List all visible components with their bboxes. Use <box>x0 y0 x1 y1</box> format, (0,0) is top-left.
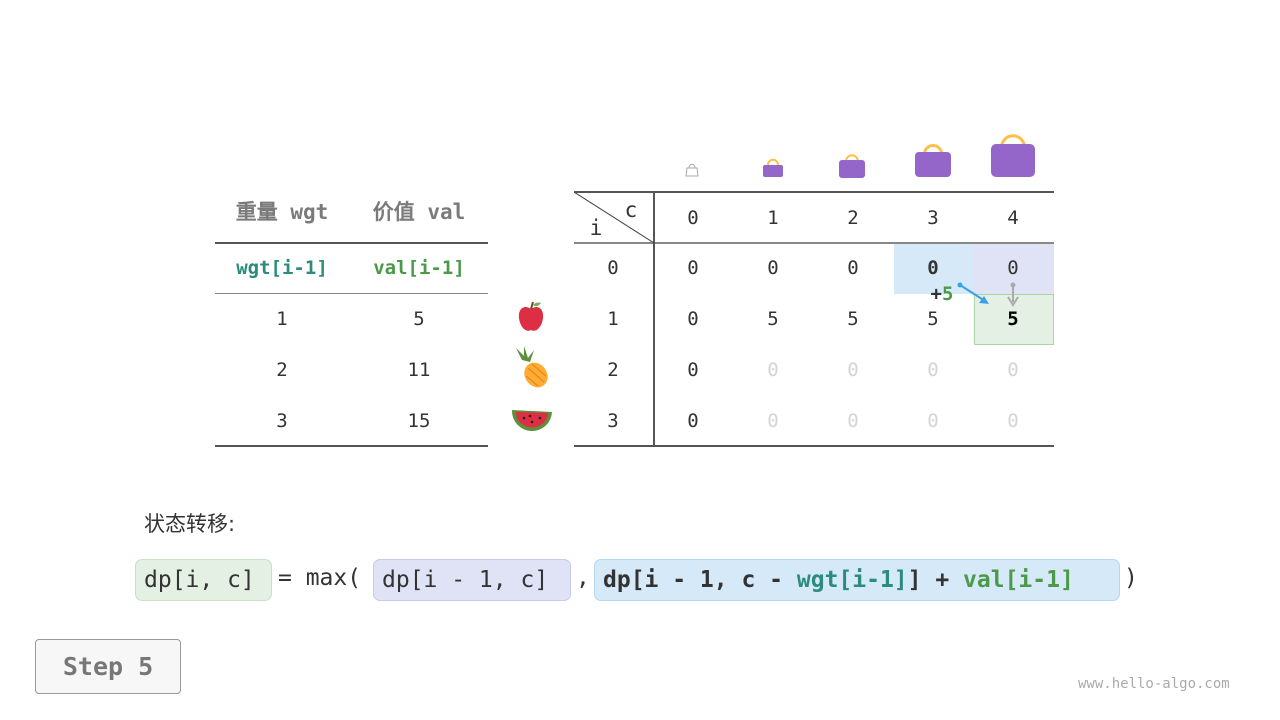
dp-cell: 0 <box>1007 257 1019 279</box>
dp-cell: 0 <box>767 257 779 279</box>
val-cell: 5 <box>413 308 425 330</box>
subheader-wgt: wgt[i-1] <box>236 257 328 279</box>
divider <box>574 242 1054 244</box>
formula-label: 状态转移: <box>144 512 236 536</box>
opt2-wgt: wgt[i-1] <box>796 567 908 593</box>
divider <box>215 445 488 447</box>
bag-icon-3 <box>915 144 951 177</box>
plus-sign: + <box>930 283 942 305</box>
dp-cell: 5 <box>927 308 939 330</box>
divider <box>215 293 488 294</box>
dp-cell: 0 <box>927 257 939 279</box>
bag-icon-1 <box>763 158 783 177</box>
dp-cell: 5 <box>847 308 859 330</box>
row-header: 0 <box>607 257 619 279</box>
wgt-cell: 1 <box>276 308 288 330</box>
corner-c: c <box>624 198 638 222</box>
dp-cell: 0 <box>687 359 699 381</box>
bag-icon-empty <box>685 163 699 177</box>
header-weight: 重量 wgt <box>235 200 329 224</box>
row-header: 2 <box>607 359 619 381</box>
formula-lhs: dp[i, c] <box>135 559 272 601</box>
bag-icon-2 <box>839 154 865 178</box>
formula-eq: = max( <box>278 565 362 591</box>
dp-cell: 0 <box>1007 410 1019 432</box>
divider <box>215 242 488 244</box>
dp-cell: 0 <box>687 257 699 279</box>
dp-cell: 0 <box>687 308 699 330</box>
corner-diagonal <box>574 192 654 244</box>
dp-cell: 0 <box>1007 359 1019 381</box>
opt2-part: ] + <box>907 567 964 593</box>
col-header: 0 <box>687 207 699 229</box>
dp-cell: 0 <box>847 257 859 279</box>
divider <box>574 191 1054 193</box>
pineapple-icon <box>516 346 548 388</box>
wgt-cell: 3 <box>276 410 288 432</box>
opt2-part: dp[i - 1, c - <box>603 567 797 593</box>
dp-cell: 0 <box>927 359 939 381</box>
header-value: 价值 val <box>372 200 466 224</box>
row-header: 3 <box>607 410 619 432</box>
dp-cell: 0 <box>767 359 779 381</box>
corner-i: i <box>589 216 603 240</box>
formula-comma: , <box>576 565 590 591</box>
formula-close: ) <box>1124 565 1138 591</box>
val-cell: 15 <box>407 410 431 432</box>
val-cell: 11 <box>407 359 431 381</box>
dp-cell: 0 <box>687 410 699 432</box>
col-header: 2 <box>847 207 859 229</box>
row-header: 1 <box>607 308 619 330</box>
col-header: 4 <box>1007 207 1019 229</box>
formula-opt2: dp[i - 1, c - wgt[i-1]] + val[i-1] <box>594 559 1120 601</box>
bag-icon-4 <box>991 134 1035 177</box>
formula-opt1: dp[i - 1, c] <box>373 559 571 601</box>
opt2-val: val[i-1] <box>963 567 1074 593</box>
dp-cell: 0 <box>927 410 939 432</box>
divider <box>653 192 655 446</box>
wgt-cell: 2 <box>276 359 288 381</box>
plus-annotation: +5 <box>931 283 954 305</box>
watermark: www.hello-algo.com <box>1078 676 1230 692</box>
plus-value: 5 <box>942 283 954 305</box>
watermelon-icon <box>511 410 552 432</box>
apple-icon <box>518 301 544 331</box>
subheader-val: val[i-1] <box>373 257 465 279</box>
arrows <box>957 282 1019 307</box>
col-header: 3 <box>927 207 939 229</box>
dp-cell-current: 5 <box>1007 308 1019 330</box>
col-header: 1 <box>767 207 779 229</box>
dp-cell: 5 <box>767 308 779 330</box>
dp-cell: 0 <box>767 410 779 432</box>
dp-cell: 0 <box>847 359 859 381</box>
dp-cell: 0 <box>847 410 859 432</box>
divider <box>574 445 1054 447</box>
step-button[interactable]: Step 5 <box>35 639 181 694</box>
